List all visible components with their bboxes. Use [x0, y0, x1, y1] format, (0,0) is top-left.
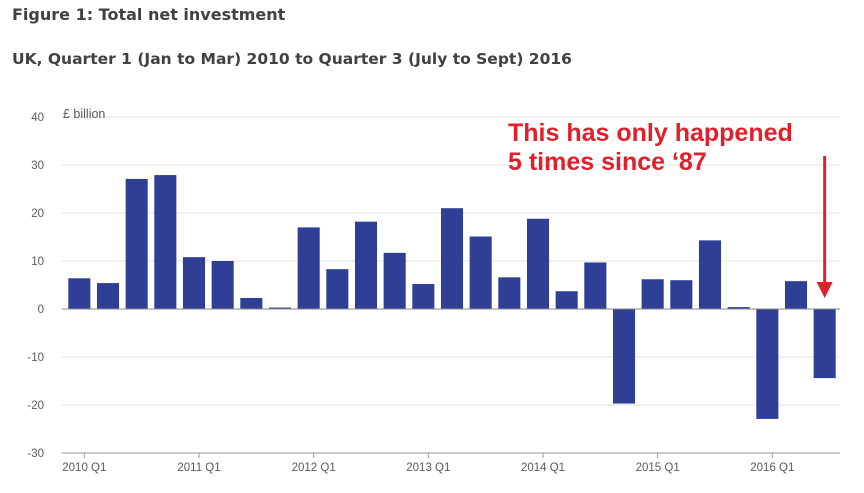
- bar: [698, 240, 722, 309]
- annotation-arrow-head: [816, 282, 833, 298]
- y-tick-label: -10: [27, 352, 44, 364]
- bar: [297, 227, 320, 309]
- bar: [813, 309, 836, 379]
- y-tick-label: 0: [38, 304, 44, 316]
- bar: [784, 281, 808, 309]
- x-tick-label: 2014 Q1: [521, 462, 565, 474]
- bar: [727, 307, 750, 309]
- bar: [268, 307, 292, 309]
- bar: [756, 309, 779, 419]
- x-tick-label: 2015 Q1: [636, 462, 680, 474]
- x-tick-label: 2010 Q1: [62, 462, 106, 474]
- y-tick-label: 40: [31, 112, 44, 124]
- bar: [412, 284, 435, 309]
- bar: [555, 291, 578, 309]
- bar: [469, 236, 492, 309]
- bar: [612, 309, 636, 404]
- bar: [526, 218, 550, 309]
- bar: [670, 280, 693, 309]
- annotation-line-2: 5 times since ‘87: [508, 148, 707, 176]
- y-tick-label: 10: [31, 256, 44, 268]
- bar: [641, 279, 664, 309]
- bar: [211, 261, 234, 309]
- bar: [440, 208, 464, 309]
- y-tick-label: -20: [27, 400, 44, 412]
- chart-subtitle: UK, Quarter 1 (Jan to Mar) 2010 to Quart…: [12, 50, 572, 68]
- bar: [125, 178, 148, 309]
- bar: [154, 175, 177, 309]
- bar: [584, 262, 607, 309]
- y-tick-label: 30: [31, 160, 44, 172]
- y-tick-label: -30: [27, 448, 44, 460]
- x-tick-label: 2011 Q1: [177, 462, 220, 474]
- annotation-line-1: This has only happened: [508, 119, 793, 147]
- chart-title: Figure 1: Total net investment: [12, 5, 286, 24]
- bar: [354, 221, 378, 309]
- bar: [68, 278, 91, 309]
- x-tick-label: 2013 Q1: [406, 462, 450, 474]
- bar: [182, 257, 206, 309]
- x-tick-label: 2012 Q1: [292, 462, 336, 474]
- bar: [96, 283, 120, 309]
- bar: [383, 252, 406, 309]
- bar: [240, 297, 263, 309]
- bar: [498, 277, 521, 309]
- annotation-text: This has only happened 5 times since ‘87: [508, 119, 793, 177]
- bar: [326, 269, 349, 309]
- y-tick-label: 20: [31, 208, 44, 220]
- y-axis-label: £ billion: [63, 107, 105, 121]
- x-tick-label: 2016 Q1: [750, 462, 794, 474]
